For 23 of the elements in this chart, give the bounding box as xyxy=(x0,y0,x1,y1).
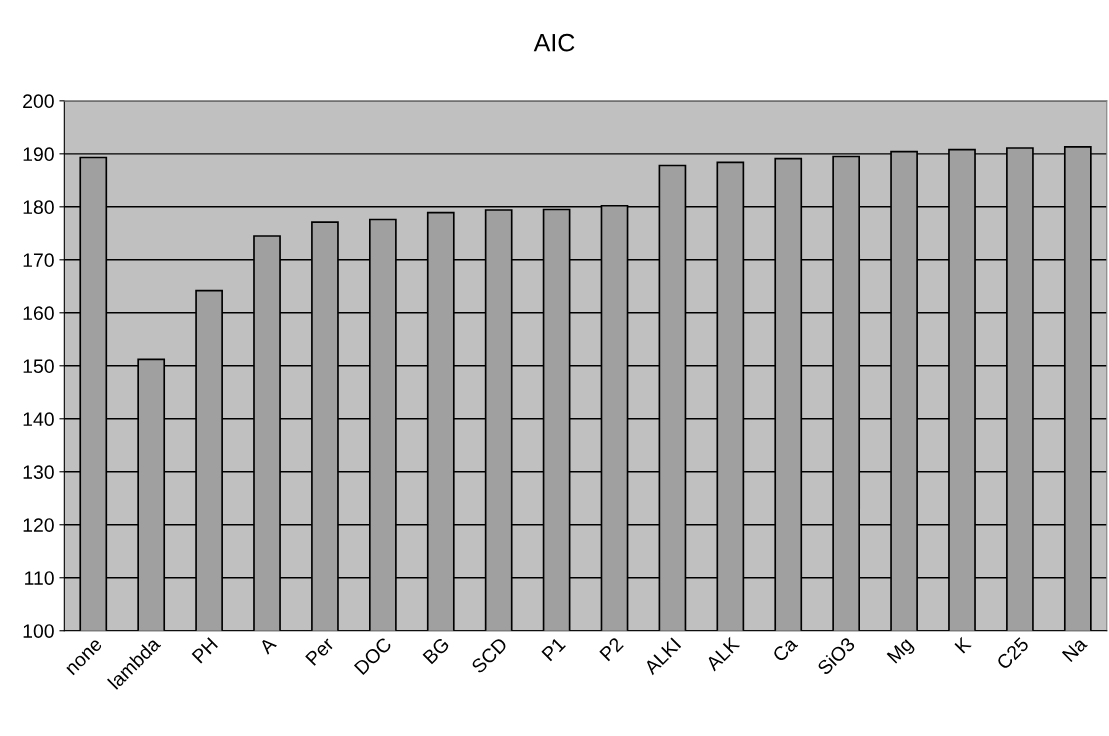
y-tick-label: 190 xyxy=(23,147,54,162)
chart-title: AIC xyxy=(533,33,575,52)
y-tick-label: 140 xyxy=(23,412,54,427)
x-tick-label: C25 xyxy=(995,636,1030,671)
x-tick-label: PH xyxy=(191,637,218,664)
x-tick-label: Mg xyxy=(886,637,917,667)
y-tick-label: 170 xyxy=(23,253,54,268)
x-tick-label: K xyxy=(954,636,972,654)
y-tick-label: 110 xyxy=(25,571,54,585)
y-tick-label: 160 xyxy=(23,306,54,321)
y-tick-label: 150 xyxy=(23,359,54,374)
y-tick-label: 200 xyxy=(23,94,54,109)
x-tick-label: A xyxy=(258,636,277,655)
y-tick-label: 120 xyxy=(23,518,54,533)
x-tick-label: Ca xyxy=(771,635,799,663)
x-tick-label: BG xyxy=(422,637,450,665)
x-tick-label: Per xyxy=(305,636,335,666)
x-tick-label: P1 xyxy=(541,636,566,662)
x-tick-label: Na xyxy=(1061,636,1088,663)
y-tick-label: 130 xyxy=(23,465,54,480)
x-tick-label: P2 xyxy=(599,636,624,662)
y-tick-label: 100 xyxy=(23,624,54,638)
y-tick-label: 180 xyxy=(23,200,54,215)
